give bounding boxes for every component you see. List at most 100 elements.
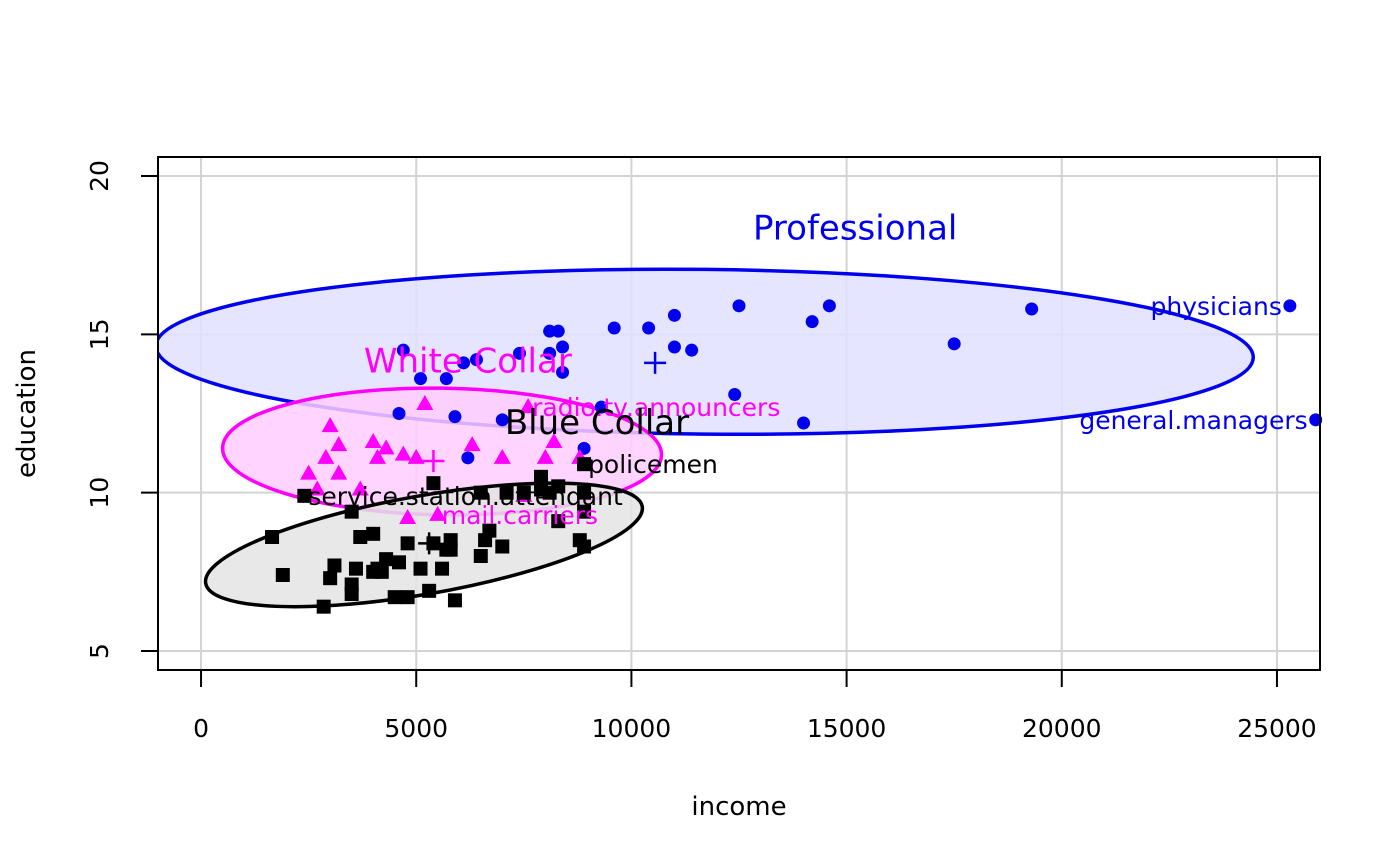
- points: [265, 299, 1323, 614]
- point-blue-collar: [387, 590, 402, 605]
- point-label: policemen: [588, 450, 718, 479]
- point-blue-collar: [366, 526, 381, 541]
- point-blue-collar: [577, 504, 592, 519]
- point-professional: [495, 413, 509, 427]
- point-professional: [457, 356, 471, 370]
- point-blue-collar: [323, 571, 338, 586]
- point-blue-collar: [542, 485, 557, 500]
- y-axis-title: education: [12, 349, 42, 478]
- point-blue-collar: [577, 485, 592, 500]
- point-white-collar: [429, 505, 447, 521]
- centroids: [418, 351, 667, 555]
- point-white-collar: [394, 445, 412, 461]
- point-professional: [469, 353, 483, 367]
- point-professional: [805, 315, 819, 329]
- x-tick-label: 20000: [1022, 714, 1102, 743]
- point-white-collar: [330, 436, 348, 452]
- point-professional: [1283, 299, 1297, 313]
- point-blue-collar: [534, 469, 549, 484]
- point-blue-collar: [379, 552, 394, 567]
- point-blue-collar: [316, 599, 331, 614]
- point-professional: [1309, 413, 1323, 427]
- point-label: mail.carriers: [442, 501, 598, 530]
- point-white-collar: [351, 480, 369, 496]
- point-blue-collar: [400, 536, 415, 551]
- point-professional: [396, 343, 410, 357]
- point-white-collar: [416, 395, 434, 410]
- point-professional: [822, 299, 836, 313]
- axes: 0 5000 10000 15000 20000 25000 5 10 15 20: [85, 160, 1317, 743]
- point-white-collar: [317, 448, 335, 464]
- point-white-collar: [519, 398, 537, 414]
- point-professional: [642, 321, 656, 335]
- labels: Professional physicians general.managers Wh…: [308, 208, 1307, 530]
- point-white-collar: [368, 448, 386, 464]
- point-professional: [551, 324, 565, 338]
- point-blue-collar: [275, 568, 290, 582]
- point-blue-collar: [374, 564, 389, 579]
- point-blue-collar: [327, 558, 342, 573]
- point-professional: [556, 340, 570, 354]
- x-tick-label: 10000: [592, 714, 672, 743]
- point-blue-collar: [265, 530, 280, 544]
- point-blue-collar: [495, 539, 510, 554]
- point-blue-collar: [422, 583, 437, 598]
- group-label-blue-collar: Blue Collar: [505, 403, 689, 443]
- point-professional: [439, 372, 453, 386]
- point-blue-collar: [551, 514, 566, 529]
- x-tick-label: 0: [193, 714, 209, 743]
- point-blue-collar: [435, 561, 450, 576]
- point-white-collar: [399, 509, 417, 524]
- point-white-collar: [545, 433, 563, 448]
- point-blue-collar: [516, 485, 531, 500]
- point-professional: [1025, 302, 1039, 316]
- point-white-collar: [330, 464, 348, 480]
- point-blue-collar: [344, 587, 359, 601]
- point-blue-collar: [297, 488, 312, 503]
- point-white-collar: [364, 433, 382, 448]
- point-professional: [685, 343, 699, 357]
- point-blue-collar: [413, 561, 428, 576]
- x-tick-label: 5000: [384, 714, 448, 743]
- point-blue-collar: [473, 485, 488, 500]
- x-tick-label: 25000: [1237, 714, 1317, 743]
- point-professional: [797, 416, 811, 430]
- point-professional: [448, 410, 462, 424]
- point-blue-collar: [499, 485, 514, 500]
- point-blue-collar: [577, 457, 592, 472]
- point-professional: [461, 451, 475, 465]
- point-label: radio.tv.announcers: [532, 393, 780, 422]
- point-blue-collar: [473, 549, 488, 563]
- x-tick-label: 15000: [807, 714, 887, 743]
- y-tick-label: 10: [85, 477, 114, 509]
- point-white-collar: [407, 448, 425, 464]
- ellipses: [158, 267, 1256, 609]
- point-label: general.managers: [1079, 406, 1307, 435]
- point-professional: [607, 321, 621, 335]
- point-blue-collar: [577, 539, 592, 554]
- point-blue-collar: [392, 555, 407, 570]
- point-white-collar: [377, 439, 395, 455]
- point-white-collar: [308, 480, 326, 496]
- point-professional: [392, 407, 406, 420]
- y-tick-label: 20: [85, 160, 114, 192]
- point-professional: [732, 299, 746, 313]
- point-white-collar: [300, 464, 318, 480]
- point-professional: [728, 388, 742, 401]
- point-blue-collar: [400, 590, 415, 605]
- y-tick-label: 5: [85, 643, 114, 659]
- point-professional: [513, 346, 527, 360]
- point-white-collar: [493, 448, 511, 464]
- point-label: service.station.attendant: [308, 482, 623, 511]
- point-professional: [543, 346, 557, 360]
- point-blue-collar: [447, 593, 462, 608]
- x-axis-title: income: [691, 792, 786, 822]
- point-white-collar: [321, 417, 339, 433]
- point-professional: [667, 340, 681, 354]
- group-label-professional: Professional: [753, 208, 957, 248]
- point-professional: [414, 372, 428, 386]
- point-professional: [947, 337, 961, 351]
- group-label-white-collar: White Collar: [364, 341, 572, 381]
- point-blue-collar: [353, 530, 368, 544]
